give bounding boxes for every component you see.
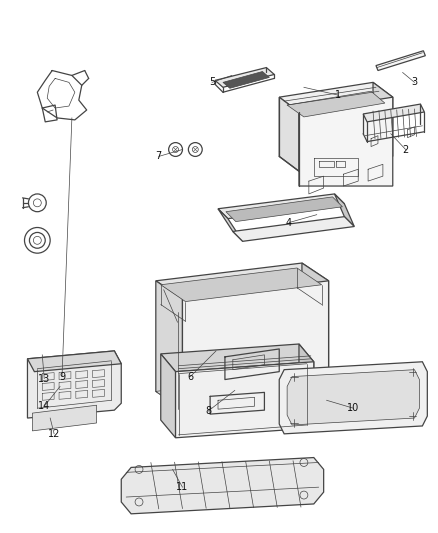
Polygon shape (161, 344, 314, 372)
Text: 9: 9 (59, 372, 65, 382)
Polygon shape (32, 405, 96, 431)
Text: 4: 4 (286, 217, 292, 228)
Polygon shape (215, 68, 274, 87)
Polygon shape (176, 362, 314, 438)
Polygon shape (121, 457, 324, 514)
Text: 2: 2 (403, 144, 409, 155)
Polygon shape (279, 362, 427, 434)
Polygon shape (302, 263, 328, 391)
Text: 5: 5 (209, 77, 215, 87)
Text: 8: 8 (205, 406, 211, 416)
Polygon shape (376, 51, 425, 70)
Polygon shape (156, 281, 183, 409)
Polygon shape (161, 354, 176, 438)
Polygon shape (161, 268, 321, 302)
Polygon shape (218, 194, 344, 219)
Text: 1: 1 (336, 90, 342, 100)
Polygon shape (28, 351, 121, 372)
Polygon shape (287, 370, 420, 425)
Text: 14: 14 (38, 401, 50, 411)
Polygon shape (279, 83, 393, 112)
Text: 13: 13 (38, 374, 50, 384)
Polygon shape (335, 194, 354, 227)
Polygon shape (156, 374, 328, 409)
Polygon shape (363, 104, 424, 122)
Polygon shape (223, 71, 269, 88)
Text: 11: 11 (177, 482, 189, 492)
Polygon shape (183, 281, 328, 409)
Polygon shape (299, 344, 314, 428)
Polygon shape (373, 83, 393, 156)
Polygon shape (28, 351, 121, 418)
Text: 7: 7 (155, 151, 162, 161)
Text: 12: 12 (48, 429, 60, 439)
Polygon shape (299, 97, 393, 186)
Polygon shape (156, 263, 328, 298)
Polygon shape (272, 402, 284, 420)
Polygon shape (230, 402, 242, 420)
Text: 3: 3 (411, 77, 417, 87)
Polygon shape (233, 216, 354, 241)
Polygon shape (279, 97, 299, 171)
Polygon shape (218, 209, 243, 241)
Polygon shape (287, 91, 385, 117)
Polygon shape (226, 197, 343, 222)
Text: 10: 10 (347, 403, 360, 413)
Text: 6: 6 (187, 372, 194, 382)
Polygon shape (187, 402, 199, 420)
